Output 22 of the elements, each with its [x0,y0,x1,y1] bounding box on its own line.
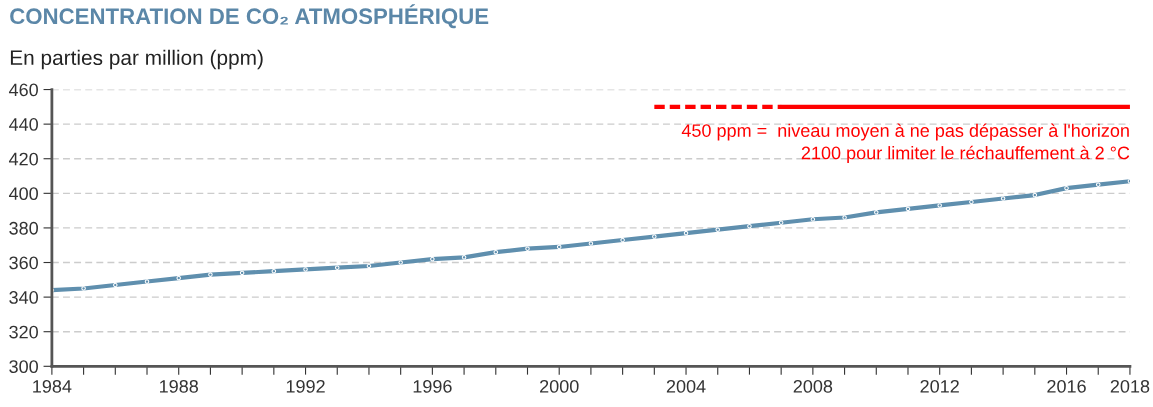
x-tick-label: 2016 [1047,379,1086,393]
y-tick-label: 380 [9,221,38,235]
x-tick-label: 2008 [793,379,833,393]
y-tick-label: 340 [9,291,38,304]
y-tick-label: 440 [8,118,38,131]
x-tick-label: 1988 [160,379,199,393]
x-tick-label: 2004 [666,379,706,393]
chart-title: CONCENTRATION DE CO₂ ATMOSPHÉRIQUE [10,4,489,29]
x-tick-label: 2012 [920,379,959,393]
y-tick-label: 400 [8,187,38,201]
y-tick-label: 420 [8,152,38,166]
annotation: 450 ppm = niveau moyen à ne pas dépasser à l'horizon 2100 pour limiter le réchauffement à 2 °C [681,123,1130,163]
y-tick-label: 300 [9,360,38,374]
x-tick-label: 2018 [1110,379,1150,393]
y-tick-label: 460 [8,83,38,97]
x-tick-label: 1984 [33,379,72,393]
y-tick-label: 320 [9,325,38,339]
x-tick-label: 1996 [413,379,452,393]
x-tick-label: 2000 [540,379,579,393]
chart-subtitle: En parties par million (ppm) [10,49,263,70]
x-tick-label: 1992 [286,379,325,393]
y-tick-label: 360 [9,256,38,270]
